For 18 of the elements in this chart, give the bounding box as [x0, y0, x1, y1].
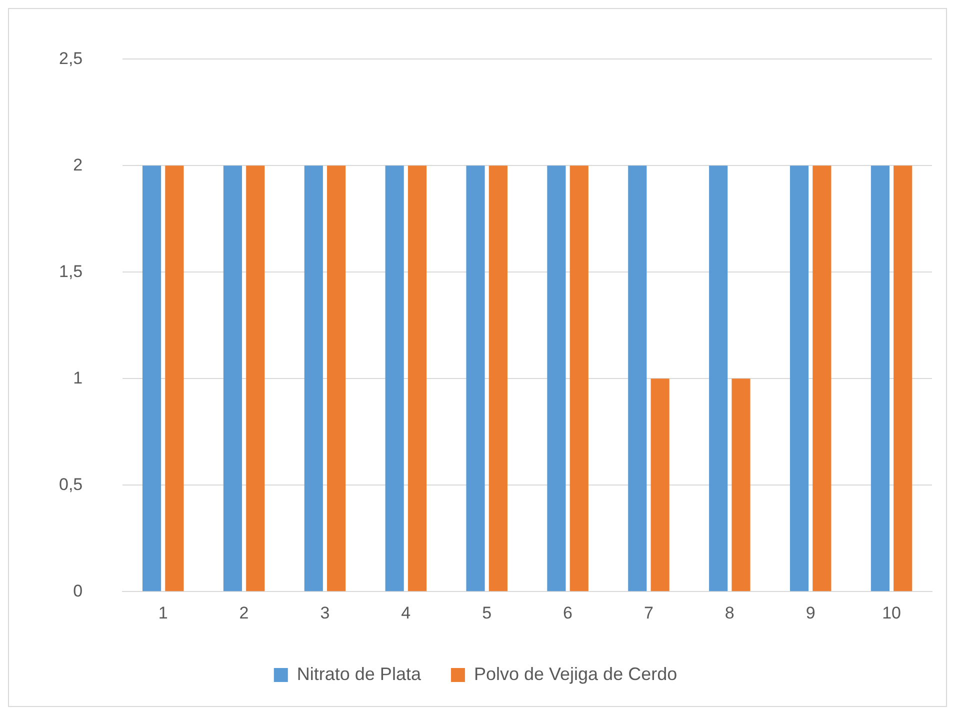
- y-tick-label: 1: [73, 368, 83, 388]
- y-tick-label: 1,5: [58, 262, 83, 281]
- x-tick-label: 7: [644, 603, 654, 622]
- x-tick-label: 4: [401, 603, 411, 622]
- legend-label: Polvo de Vejiga de Cerdo: [474, 664, 678, 684]
- y-tick-label: 0: [73, 581, 83, 600]
- y-tick-label: 0,5: [58, 474, 83, 494]
- x-tick-label: 10: [882, 603, 901, 622]
- x-tick-label: 9: [806, 603, 816, 622]
- x-tick-label: 2: [239, 603, 249, 622]
- x-tick-label: 3: [320, 603, 330, 622]
- x-tick-label: 5: [482, 603, 492, 622]
- x-tick-label: 8: [724, 603, 734, 622]
- y-tick-label: 2,5: [58, 48, 83, 68]
- x-tick-label: 1: [158, 603, 168, 622]
- legend-label: Nitrato de Plata: [296, 664, 422, 684]
- y-tick-label: 2: [73, 155, 83, 174]
- x-tick-label: 6: [563, 603, 573, 622]
